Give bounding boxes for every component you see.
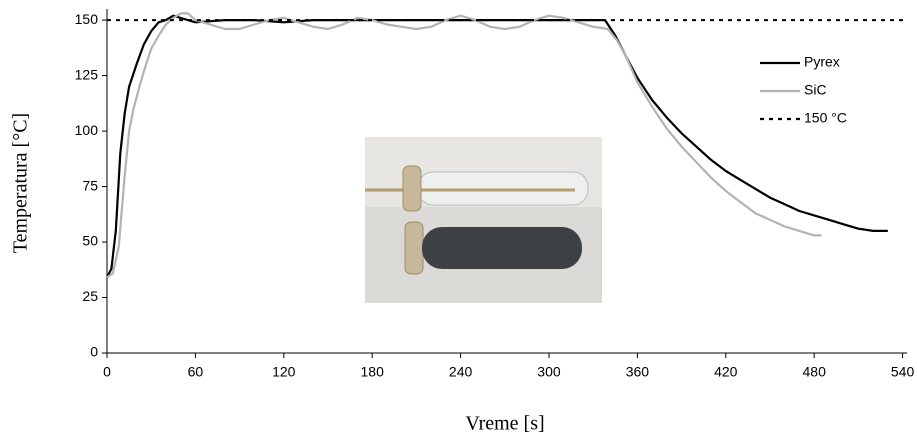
x-tick-label: 240 — [449, 364, 473, 380]
x-tick-label: 480 — [803, 364, 827, 380]
y-tick-label: 75 — [82, 177, 98, 193]
y-tick-label: 100 — [75, 122, 99, 138]
x-tick-label: 0 — [103, 364, 111, 380]
x-tick-label: 60 — [188, 364, 204, 380]
y-tick-label: 25 — [82, 288, 98, 304]
x-axis-label: Vreme [s] — [465, 413, 544, 435]
x-tick-label: 540 — [891, 364, 915, 380]
inset-photo — [365, 137, 602, 303]
legend-label: 150 °C — [804, 110, 847, 126]
x-tick-label: 120 — [272, 364, 296, 380]
y-tick-label: 125 — [75, 66, 99, 82]
x-tick-label: 300 — [537, 364, 561, 380]
x-tick-label: 360 — [626, 364, 650, 380]
x-tick-label: 180 — [361, 364, 385, 380]
legend-label: Pyrex — [804, 54, 840, 70]
y-axis-label: Temperatura [°C] — [10, 113, 32, 253]
y-tick-label: 150 — [75, 11, 99, 27]
x-tick-label: 420 — [714, 364, 738, 380]
series-line — [106, 12, 822, 279]
legend-label: SiC — [804, 82, 827, 98]
y-tick-label: 50 — [82, 233, 98, 249]
y-tick-label: 0 — [90, 344, 98, 360]
